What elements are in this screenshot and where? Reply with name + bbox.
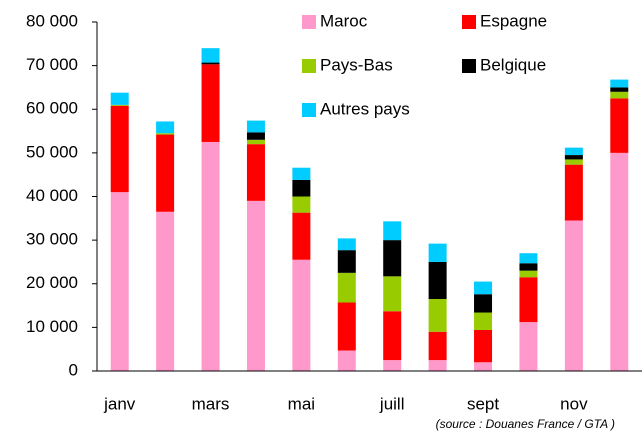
bar-segment: [474, 362, 493, 371]
legend-swatch: [462, 15, 476, 29]
bar-segment: [383, 221, 402, 241]
bar-segment: [519, 277, 538, 323]
legend-swatch: [302, 15, 316, 29]
y-tick-label: 30 000: [26, 230, 78, 249]
bar-segment: [110, 105, 129, 193]
bar-segment: [337, 302, 356, 351]
bar-segment: [519, 322, 538, 371]
bar-segment: [337, 238, 356, 251]
bar-segment: [564, 147, 583, 156]
bar-segment: [201, 64, 220, 142]
legend-label: Autres pays: [320, 99, 410, 118]
bar-segment: [519, 263, 538, 271]
bar-segment: [474, 281, 493, 295]
bar-segment: [564, 155, 583, 160]
x-tick-label: janv: [103, 394, 136, 413]
bar-segment: [292, 179, 311, 197]
bar-segment: [610, 79, 629, 88]
x-tick-label: mai: [288, 394, 315, 413]
bar-segment: [156, 134, 175, 212]
y-tick-label: 60 000: [26, 99, 78, 118]
bar-segment: [156, 211, 175, 371]
y-tick-label: 70 000: [26, 55, 78, 74]
bar-segment: [110, 104, 129, 106]
bar-segment: [337, 250, 356, 273]
bar-segment: [201, 141, 220, 371]
bar-segment: [292, 259, 311, 371]
bar-segment: [519, 270, 538, 278]
bar-segment: [246, 139, 265, 145]
bar-segment: [201, 48, 220, 63]
bar-segment: [474, 294, 493, 313]
bar-segment: [292, 196, 311, 213]
legend-swatch: [302, 103, 316, 117]
legend-label: Pays-Bas: [320, 55, 393, 74]
bar-segment: [428, 331, 447, 361]
x-tick-label: juill: [379, 394, 405, 413]
bar-segment: [610, 152, 629, 371]
legend-swatch: [302, 59, 316, 73]
y-tick-label: 50 000: [26, 142, 78, 161]
bar-segment: [156, 121, 175, 134]
bar-segment: [610, 91, 629, 99]
bar-segment: [564, 159, 583, 165]
bar-segment: [156, 133, 175, 135]
y-tick-label: 20 000: [26, 273, 78, 292]
legend-swatch: [462, 59, 476, 73]
bar-segment: [564, 164, 583, 221]
bar-segment: [474, 329, 493, 363]
bar-segment: [610, 87, 629, 92]
legend-label: Maroc: [320, 11, 368, 30]
bar-segment: [110, 192, 129, 371]
bar-segment: [246, 132, 265, 140]
x-tick-label: sept: [467, 394, 499, 413]
source-note: (source : Douanes France / GTA ): [436, 417, 615, 431]
bar-segment: [201, 62, 220, 65]
bar-segment: [383, 311, 402, 361]
bar-segment: [564, 220, 583, 371]
bar-segment: [519, 253, 538, 264]
bar-segment: [383, 240, 402, 277]
bar-segment: [428, 261, 447, 300]
bar-segment: [428, 299, 447, 332]
bar-segment: [292, 167, 311, 180]
y-tick-label: 0: [69, 360, 78, 379]
bar-segment: [383, 276, 402, 312]
x-tick-label: mars: [192, 394, 230, 413]
legend-label: Espagne: [480, 11, 547, 30]
bar-segment: [246, 144, 265, 201]
x-tick-label: nov: [560, 394, 588, 413]
y-tick-label: 10 000: [26, 317, 78, 336]
bar-segment: [610, 98, 629, 153]
bar-segment: [246, 200, 265, 371]
bar-segment: [246, 120, 265, 133]
bar-segment: [110, 92, 129, 105]
bar-segment: [292, 212, 311, 260]
legend-label: Belgique: [480, 55, 546, 74]
bar-segment: [337, 272, 356, 303]
bar-segment: [337, 350, 356, 371]
bar-segment: [428, 243, 447, 262]
y-tick-label: 40 000: [26, 186, 78, 205]
bar-segment: [474, 312, 493, 330]
bar-segment: [383, 360, 402, 371]
y-tick-label: 80 000: [26, 11, 78, 30]
bar-segment: [428, 360, 447, 371]
